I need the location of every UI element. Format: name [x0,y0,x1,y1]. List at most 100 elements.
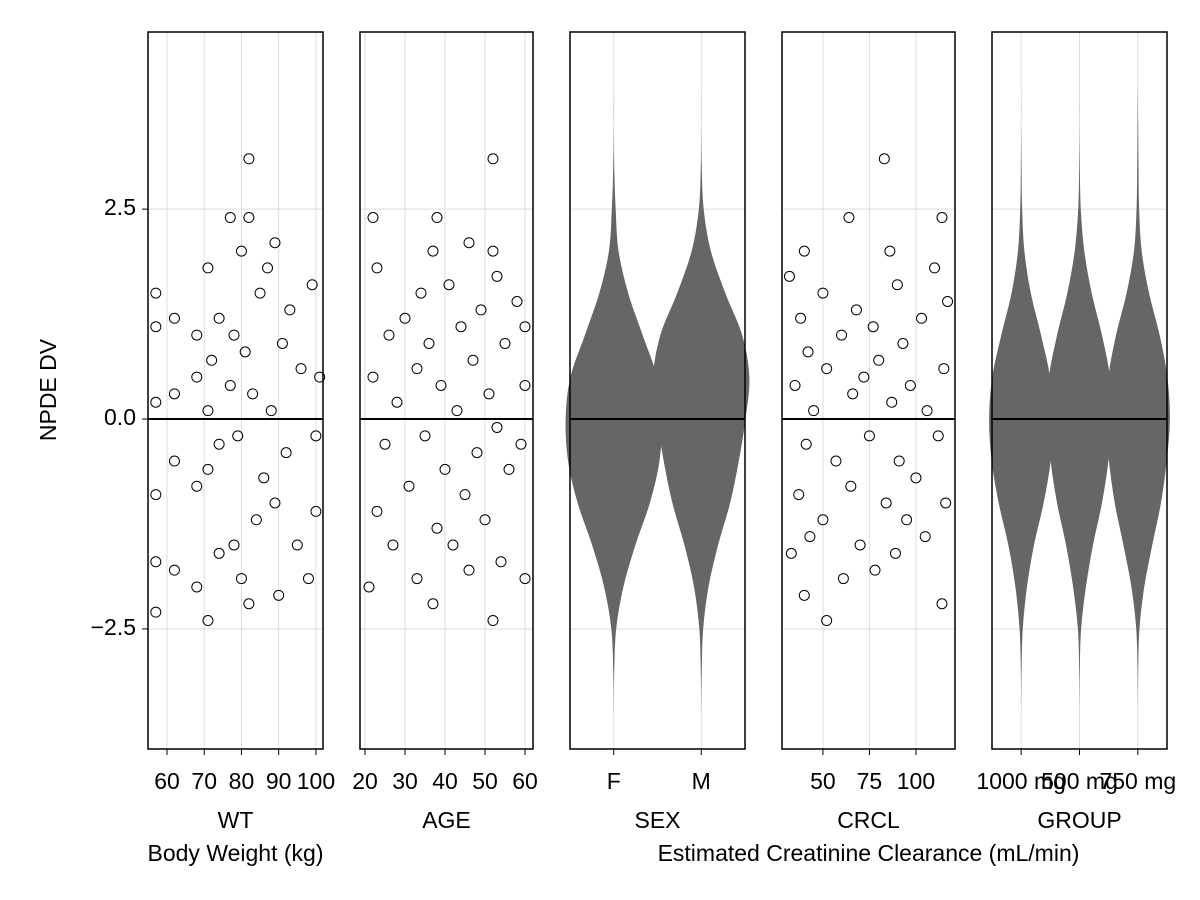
data-point [938,363,950,375]
panel-frame [359,31,534,750]
data-point [228,329,240,341]
data-point [795,312,807,324]
x-axis-sublabel: Estimated Creatinine Clearance (mL/min) [658,840,1080,866]
data-point [487,245,499,257]
data-point [491,270,503,282]
data-point [379,438,391,450]
data-point [254,287,266,299]
data-point [191,371,203,383]
data-point [519,573,531,585]
data-point [463,237,475,249]
data-point [455,321,467,333]
x-tick-label: 750 mg [1099,768,1176,794]
data-point [427,598,439,610]
data-point [479,514,491,526]
y-axis-label: NPDE DV [35,338,61,441]
data-point [213,547,225,559]
data-point [932,430,944,442]
data-point [487,153,499,165]
data-point [383,329,395,341]
data-point [821,615,833,627]
data-point [243,212,255,224]
data-point [168,455,180,467]
data-point [878,153,890,165]
x-axis-label: WT [218,807,254,833]
data-point [258,472,270,484]
data-point [403,480,415,492]
data-point [367,212,379,224]
data-point [213,312,225,324]
data-point [804,531,816,543]
y-tick-label: 2.5 [104,194,136,220]
data-point [798,589,810,601]
data-point [371,505,383,517]
data-point [880,497,892,509]
data-point [213,438,225,450]
data-point [817,287,829,299]
data-point [850,304,862,316]
x-tick-label: 500 mg [1041,768,1118,794]
x-tick-label: 30 [392,768,418,794]
data-point [235,245,247,257]
x-tick-label: M [692,768,711,794]
data-point [858,371,870,383]
y-tick-label: 0.0 [104,404,136,430]
data-point [503,463,515,475]
data-point [843,212,855,224]
data-point [893,455,905,467]
data-point [783,270,795,282]
data-point [515,438,527,450]
data-point [202,262,214,274]
data-point [936,598,948,610]
data-point [916,312,928,324]
data-point [150,489,162,501]
data-point [921,405,933,417]
x-tick-label: 20 [352,768,378,794]
x-tick-label: 60 [154,768,180,794]
x-axis-label: CRCL [837,807,900,833]
violin [565,83,662,713]
data-point [863,430,875,442]
data-point [483,388,495,400]
data-point [854,539,866,551]
data-point [224,379,236,391]
data-point [150,396,162,408]
data-point [314,371,326,383]
data-point [391,396,403,408]
data-point [817,514,829,526]
data-point [168,388,180,400]
x-tick-label: F [607,768,621,794]
data-point [431,522,443,534]
data-point [830,455,842,467]
x-axis-sublabel: Body Weight (kg) [148,840,324,866]
data-point [310,505,322,517]
data-point [451,405,463,417]
data-point [269,497,281,509]
y-tick-label: −2.5 [91,614,136,640]
data-point [371,262,383,274]
data-point [940,497,952,509]
data-point [475,304,487,316]
data-point [897,337,909,349]
data-point [150,606,162,618]
x-tick-label: 40 [432,768,458,794]
data-point [280,447,292,459]
x-tick-label: 100 [297,768,335,794]
data-point [202,463,214,475]
panel-frame [781,31,956,750]
violin [1047,83,1112,713]
data-point [250,514,262,526]
data-point [310,430,322,442]
data-point [150,556,162,568]
data-point [886,396,898,408]
data-point [884,245,896,257]
data-point [431,212,443,224]
data-point [847,388,859,400]
data-point [802,346,814,358]
data-point [228,539,240,551]
data-point [387,539,399,551]
x-axis-label: SEX [634,807,680,833]
data-point [224,212,236,224]
data-point [808,405,820,417]
x-axis-label: AGE [422,807,471,833]
